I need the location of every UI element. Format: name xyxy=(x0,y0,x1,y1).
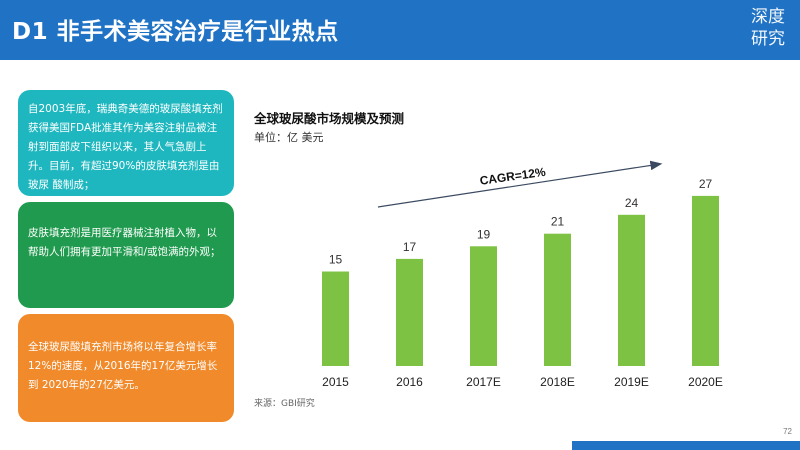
bar-2015 xyxy=(322,271,349,366)
x-tick-2019E: 2019E xyxy=(614,375,649,389)
bar-2017E xyxy=(470,246,497,366)
data-label-2016: 17 xyxy=(403,240,417,254)
info-card-3-text: 全球玻尿酸填充剂市场将以年复合增长率12%的速度，从2016年的17亿美元增长到… xyxy=(28,341,218,391)
data-label-2018E: 21 xyxy=(551,215,565,229)
header-bar: D1 非手术美容治疗是行业热点 深度 研究 xyxy=(0,0,800,60)
info-card-1: 自2003年底，瑞典奇美德的玻尿酸填充剂获得美国FDA批准其作为美容注射品被注射… xyxy=(18,90,234,196)
chart-title: 全球玻尿酸市场规模及预测 xyxy=(254,111,405,126)
bar-2018E xyxy=(544,233,571,366)
info-card-1-text: 自2003年底，瑞典奇美德的玻尿酸填充剂获得美国FDA批准其作为美容注射品被注射… xyxy=(28,103,223,191)
logo-line-2: 研究 xyxy=(751,29,785,49)
data-label-2017E: 19 xyxy=(477,227,491,241)
data-label-2015: 15 xyxy=(329,253,343,267)
page-title: D1 非手术美容治疗是行业热点 xyxy=(12,19,339,45)
footer-bar xyxy=(572,441,800,450)
x-tick-2018E: 2018E xyxy=(540,375,575,389)
page-number: 72 xyxy=(783,427,792,436)
bar-2016 xyxy=(396,258,423,366)
x-tick-2017E: 2017E xyxy=(466,375,501,389)
brand-logo: 深度 研究 xyxy=(746,6,790,50)
bar-2019E xyxy=(618,214,645,366)
data-label-2019E: 24 xyxy=(625,196,639,210)
info-card-2: 皮肤填充剂是用医疗器械注射植入物，以帮助人们拥有更加平滑和/或饱满的外观； xyxy=(18,202,234,308)
x-tick-2015: 2015 xyxy=(322,375,349,389)
x-tick-2020E: 2020E xyxy=(688,375,723,389)
source-note: 来源：GBI研究 xyxy=(254,399,315,409)
chart-unit: 单位：亿 美元 xyxy=(254,131,324,144)
data-label-2020E: 27 xyxy=(699,177,713,191)
x-tick-2016: 2016 xyxy=(396,375,423,389)
cagr-arrow xyxy=(377,160,663,208)
cagr-label: CAGR=12% xyxy=(479,165,547,188)
info-card-3: 全球玻尿酸填充剂市场将以年复合增长率12%的速度，从2016年的17亿美元增长到… xyxy=(18,314,234,422)
bar-2020E xyxy=(692,195,719,366)
logo-line-1: 深度 xyxy=(751,7,785,27)
bars-group: 15 2015 17 2016 19 2017E 21 2018E 24 2019E 27 2020E xyxy=(322,177,723,389)
info-card-2-text: 皮肤填充剂是用医疗器械注射植入物，以帮助人们拥有更加平滑和/或饱满的外观； xyxy=(28,227,221,258)
